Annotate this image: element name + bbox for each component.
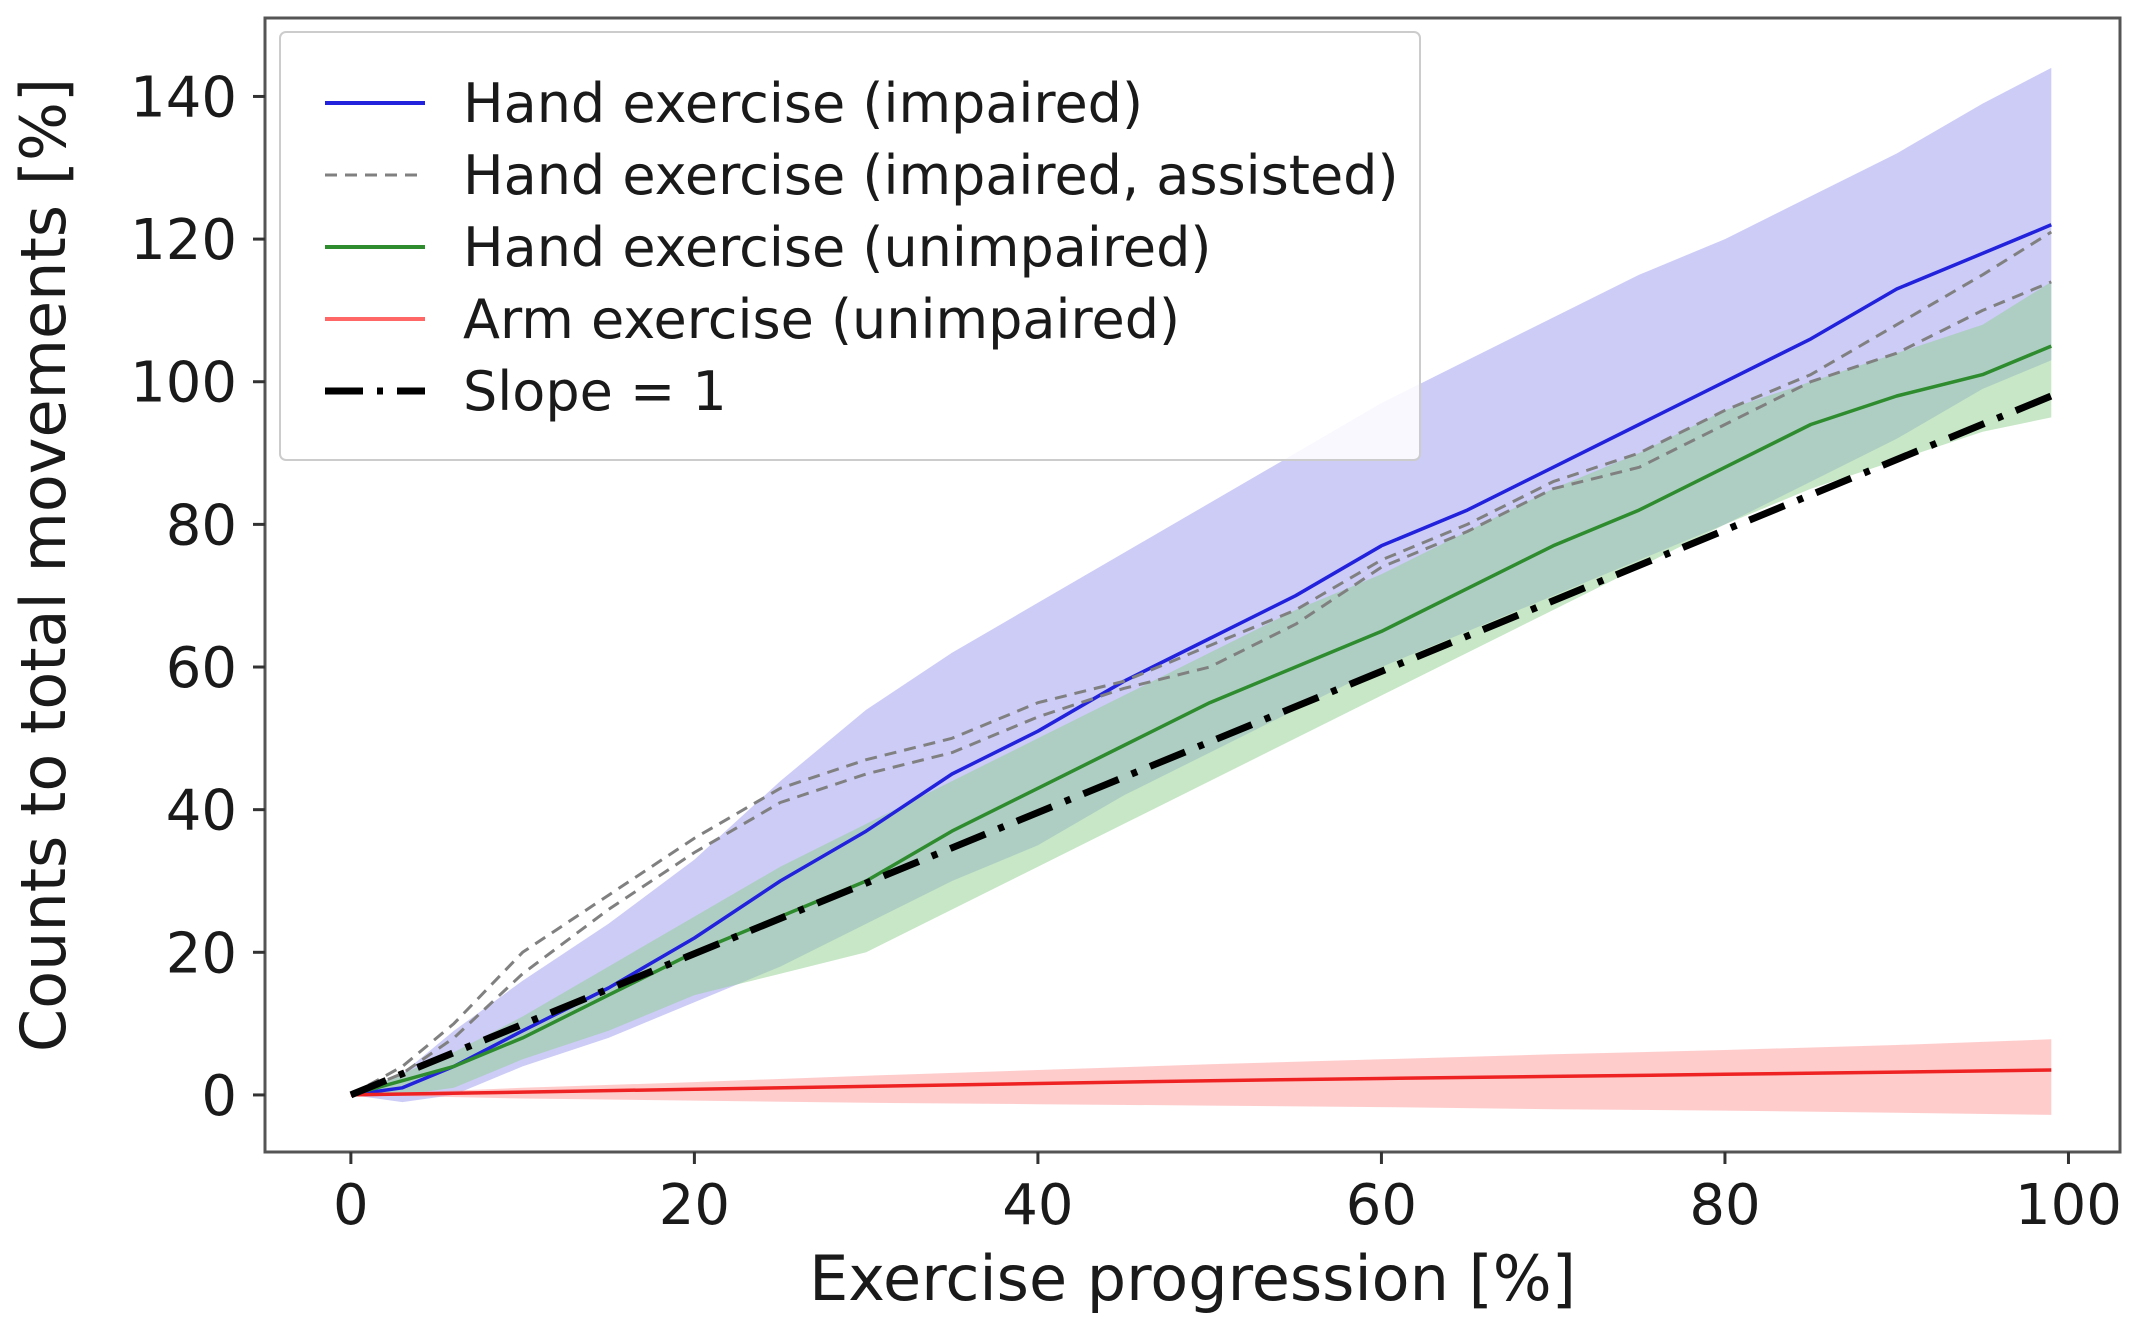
x-axis-ticks: 0 20 40 60 80 100 [333, 1152, 2122, 1238]
x-tick-label: 40 [1002, 1173, 1073, 1238]
y-tick-label: 140 [130, 65, 237, 130]
line-hand-exercise-impaired-assisted-2 [350, 280, 2052, 1097]
legend-label-hand-impaired: Hand exercise (impaired) [463, 72, 1143, 135]
y-tick-label: 40 [166, 779, 237, 844]
y-tick-label: 120 [130, 208, 237, 273]
legend-entry-hand-impaired-assisted: Hand exercise (impaired, assisted) [325, 144, 1399, 207]
y-tick-label: 20 [166, 921, 237, 986]
y-axis-title: Counts to total movements [%] [7, 78, 80, 1052]
line-arm-exercise-unimpaired-4 [350, 1068, 2052, 1097]
x-tick-label: 0 [333, 1173, 369, 1238]
legend: Hand exercise (impaired) Hand exercise (… [279, 31, 1421, 461]
x-tick-label: 20 [659, 1173, 730, 1238]
line-slope-1-5 [349, 392, 2053, 1099]
legend-label-hand-impaired-assisted: Hand exercise (impaired, assisted) [463, 144, 1399, 207]
legend-entry-hand-unimpaired: Hand exercise (unimpaired) [325, 216, 1211, 279]
legend-entry-arm-unimpaired: Arm exercise (unimpaired) [325, 288, 1180, 351]
x-tick-label: 80 [1689, 1173, 1760, 1238]
x-axis-title: Exercise progression [%] [809, 1242, 1576, 1315]
band-hand-exercise-impaired-0 [350, 67, 2052, 1103]
y-tick-label: 60 [166, 636, 237, 701]
x-tick-label: 60 [1346, 1173, 1417, 1238]
x-tick-label: 100 [2015, 1173, 2122, 1238]
band-hand-exercise-unimpaired-3 [350, 281, 2052, 1095]
line-hand-exercise-unimpaired-3 [350, 344, 2052, 1097]
legend-label-arm-unimpaired: Arm exercise (unimpaired) [463, 288, 1180, 351]
legend-box [279, 31, 1421, 461]
y-axis-ticks: 0 20 40 60 80 100 120 140 [130, 65, 265, 1129]
band-arm-exercise-unimpaired-4 [350, 1039, 2052, 1115]
plot-frame [263, 16, 2122, 1154]
legend-label-slope: Slope = 1 [463, 360, 727, 423]
legend-entry-hand-impaired: Hand exercise (impaired) [325, 72, 1143, 135]
y-tick-label: 100 [130, 351, 237, 416]
y-tick-label: 0 [201, 1064, 237, 1129]
series-lines [349, 223, 2053, 1099]
confidence-bands [350, 67, 2052, 1115]
legend-label-hand-unimpaired: Hand exercise (unimpaired) [463, 216, 1211, 279]
y-tick-label: 80 [166, 493, 237, 558]
legend-entry-slope: Slope = 1 [325, 360, 727, 423]
